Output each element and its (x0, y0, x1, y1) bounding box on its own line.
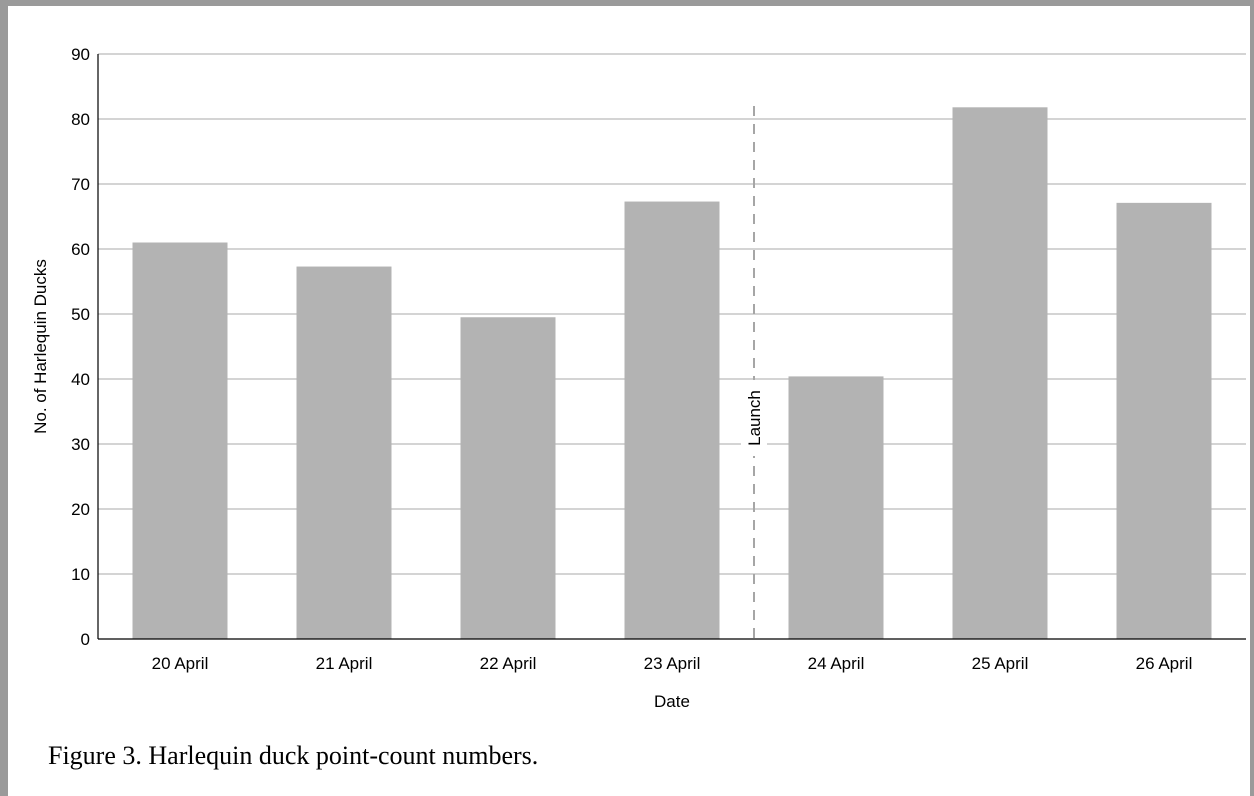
y-tick-label: 90 (71, 45, 90, 64)
bar (1116, 202, 1212, 639)
bar (788, 376, 884, 639)
y-tick-label: 30 (71, 435, 90, 454)
launch-annotation: Launch (741, 106, 767, 639)
y-tick-label: 10 (71, 565, 90, 584)
bar (296, 266, 392, 639)
x-tick-label: 21 April (316, 654, 373, 673)
bar (624, 201, 720, 640)
y-tick-labels: 0 10 20 30 40 50 60 70 80 90 (71, 45, 90, 649)
x-tick-label: 20 April (152, 654, 209, 673)
x-axis-title: Date (654, 692, 690, 711)
launch-label-background (741, 380, 767, 456)
x-tick-label: 25 April (972, 654, 1029, 673)
y-tick-label: 60 (71, 240, 90, 259)
bar (952, 107, 1048, 640)
y-tick-label: 0 (81, 630, 90, 649)
launch-label: Launch (745, 390, 764, 446)
x-tick-label: 22 April (480, 654, 537, 673)
bar-chart: Launch 0 10 20 30 40 50 60 70 80 90 20 April 21 Ap… (31, 45, 1246, 711)
y-tick-label: 70 (71, 175, 90, 194)
y-axis-title: No. of Harlequin Ducks (31, 259, 50, 434)
axes (97, 54, 1246, 640)
bar (132, 242, 228, 639)
y-tick-label: 50 (71, 305, 90, 324)
figure-caption: Figure 3. Harlequin duck point-count num… (48, 741, 539, 770)
y-tick-label: 40 (71, 370, 90, 389)
x-tick-label: 26 April (1136, 654, 1193, 673)
x-tick-labels: 20 April 21 April 22 April 23 April 24 April… (152, 654, 1193, 673)
bar (460, 317, 556, 639)
x-tick-label: 23 April (644, 654, 701, 673)
bars (132, 107, 1212, 640)
y-tick-label: 20 (71, 500, 90, 519)
y-tick-label: 80 (71, 110, 90, 129)
x-tick-label: 24 April (808, 654, 865, 673)
